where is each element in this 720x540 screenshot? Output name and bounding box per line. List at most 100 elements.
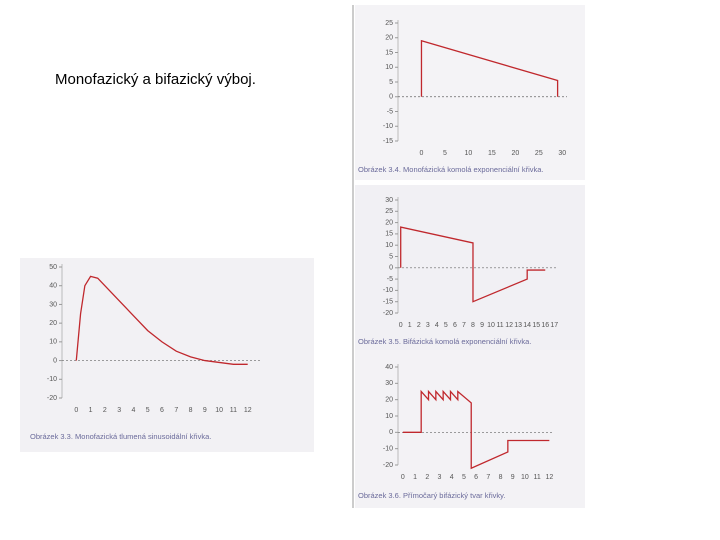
x-tick-label: 5 (444, 322, 448, 329)
x-tick-label: 10 (521, 474, 529, 481)
x-tick-label: 8 (189, 407, 193, 414)
y-tick-label: -15 (383, 138, 393, 145)
x-tick-label: 14 (523, 322, 531, 329)
y-tick-label: 50 (49, 264, 57, 271)
x-tick-label: 7 (462, 322, 466, 329)
x-tick-label: 6 (474, 474, 478, 481)
x-tick-label: 4 (450, 474, 454, 481)
x-tick-label: 9 (480, 322, 484, 329)
y-tick-label: 5 (389, 79, 393, 86)
data-line (402, 389, 550, 470)
y-tick-label: 30 (49, 301, 57, 308)
x-tick-label: 17 (550, 322, 558, 329)
y-tick-label: 40 (49, 283, 57, 290)
y-tick-label: -5 (387, 276, 393, 283)
x-tick-label: 20 (511, 150, 519, 157)
y-tick-label: 20 (385, 35, 393, 42)
x-tick-label: 5 (462, 474, 466, 481)
y-tick-label: 10 (385, 64, 393, 71)
y-tick-label: -10 (383, 446, 393, 453)
x-tick-label: 13 (514, 322, 522, 329)
y-tick-label: -10 (383, 287, 393, 294)
y-tick-label: -15 (383, 299, 393, 306)
x-tick-label: 3 (117, 407, 121, 414)
x-tick-label: 4 (131, 407, 135, 414)
data-line (75, 275, 248, 365)
x-tick-label: 12 (244, 407, 252, 414)
y-tick-label: 5 (389, 253, 393, 260)
x-tick-label: 8 (471, 322, 475, 329)
x-tick-label: 0 (399, 322, 403, 329)
y-tick-label: 20 (49, 320, 57, 327)
photo (20, 258, 314, 452)
x-tick-label: 3 (438, 474, 442, 481)
y-tick-label: -10 (47, 376, 57, 383)
x-tick-label: 0 (420, 150, 424, 157)
x-tick-label: 10 (465, 150, 473, 157)
x-tick-label: 4 (435, 322, 439, 329)
x-tick-label: 8 (499, 474, 503, 481)
y-tick-label: 40 (385, 364, 393, 371)
y-tick-label: 20 (385, 397, 393, 404)
y-tick-label: 10 (49, 339, 57, 346)
y-tick-label: -20 (47, 395, 57, 402)
y-tick-label: 0 (389, 429, 393, 436)
caption: Obrázek 3.5. Bifázická komolá exponenciá… (358, 337, 531, 346)
x-tick-label: 2 (425, 474, 429, 481)
x-tick-label: 9 (511, 474, 515, 481)
y-tick-label: 0 (389, 94, 393, 101)
y-tick-label: 20 (385, 219, 393, 226)
x-tick-label: 2 (103, 407, 107, 414)
slide-text: Monofazický a bifazický výboj. (55, 71, 256, 88)
y-tick-label: -20 (383, 462, 393, 469)
y-tick-label: 10 (385, 242, 393, 249)
x-tick-label: 1 (413, 474, 417, 481)
x-tick-label: 12 (545, 474, 553, 481)
x-tick-label: 30 (558, 150, 566, 157)
photo (355, 5, 585, 180)
y-tick-label: 15 (385, 49, 393, 56)
x-tick-label: 10 (215, 407, 223, 414)
y-tick-label: 25 (385, 208, 393, 215)
x-tick-label: 6 (453, 322, 457, 329)
y-tick-label: -5 (387, 108, 393, 115)
y-tick-label: 15 (385, 231, 393, 238)
x-tick-label: 0 (401, 474, 405, 481)
x-tick-label: 9 (203, 407, 207, 414)
x-tick-label: 15 (488, 150, 496, 157)
x-tick-label: 11 (496, 322, 503, 329)
x-tick-label: 11 (533, 474, 540, 481)
x-tick-label: 1 (89, 407, 93, 414)
photo (355, 350, 585, 508)
x-tick-label: 7 (486, 474, 490, 481)
y-tick-label: 30 (385, 197, 393, 204)
x-tick-label: 11 (230, 407, 237, 414)
x-tick-label: 5 (146, 407, 150, 414)
x-tick-label: 1 (408, 322, 412, 329)
x-tick-label: 7 (174, 407, 178, 414)
data-line (400, 226, 546, 303)
x-tick-label: 0 (74, 407, 78, 414)
y-tick-label: -10 (383, 123, 393, 130)
y-tick-label: -20 (383, 310, 393, 317)
x-tick-label: 10 (487, 322, 495, 329)
y-tick-label: 30 (385, 380, 393, 387)
x-tick-label: 2 (417, 322, 421, 329)
x-tick-label: 16 (541, 322, 549, 329)
caption: Obrázek 3.6. Přímočarý bifázický tvar kř… (358, 491, 505, 500)
caption: Obrázek 3.3. Monofazická tlumená sinusoi… (30, 432, 211, 441)
data-line (420, 39, 559, 97)
y-tick-label: 0 (53, 357, 57, 364)
y-tick-label: 25 (385, 20, 393, 27)
x-tick-label: 15 (532, 322, 540, 329)
x-tick-label: 5 (443, 150, 447, 157)
x-tick-label: 12 (505, 322, 513, 329)
y-tick-label: 10 (385, 413, 393, 420)
x-tick-label: 3 (426, 322, 430, 329)
y-tick-label: 0 (389, 265, 393, 272)
x-tick-label: 6 (160, 407, 164, 414)
x-tick-label: 25 (535, 150, 543, 157)
caption: Obrázek 3.4. Monofázická komolá exponenc… (358, 165, 544, 174)
